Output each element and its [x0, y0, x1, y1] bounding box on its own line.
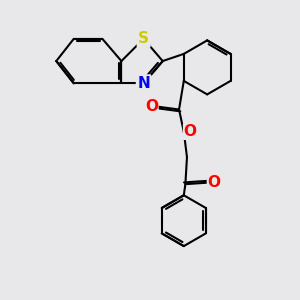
- Text: S: S: [138, 31, 149, 46]
- Text: O: O: [184, 124, 196, 139]
- Text: O: O: [208, 175, 220, 190]
- Text: O: O: [145, 99, 158, 114]
- Text: N: N: [137, 76, 150, 91]
